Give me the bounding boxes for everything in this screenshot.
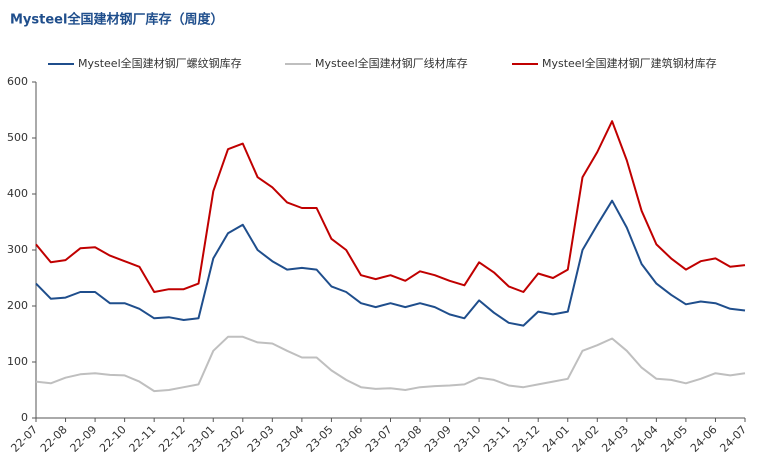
x-tick-label: 23-04 bbox=[274, 423, 306, 455]
x-tick-label: 22-07 bbox=[8, 423, 40, 455]
y-tick-label: 0 bbox=[21, 411, 28, 424]
legend-label: Mysteel全国建材钢厂建筑钢材库存 bbox=[542, 56, 717, 70]
legend-label: Mysteel全国建材钢厂线材库存 bbox=[315, 56, 468, 70]
legend-label: Mysteel全国建材钢厂螺纹钢库存 bbox=[78, 56, 242, 70]
x-tick-label: 23-10 bbox=[452, 423, 484, 455]
y-tick-label: 500 bbox=[7, 131, 28, 144]
x-tick-label: 24-04 bbox=[629, 423, 661, 455]
x-tick-label: 22-09 bbox=[68, 423, 100, 455]
x-tick-label: 23-09 bbox=[422, 423, 454, 455]
x-tick-label: 24-07 bbox=[717, 423, 749, 455]
x-tick-label: 22-10 bbox=[97, 423, 129, 455]
x-tick-label: 22-11 bbox=[127, 423, 159, 455]
y-tick-label: 300 bbox=[7, 243, 28, 256]
series-line bbox=[35, 120, 746, 293]
x-tick-label: 23-05 bbox=[304, 423, 336, 455]
x-tick-label: 23-12 bbox=[511, 423, 543, 455]
x-tick-label: 24-03 bbox=[599, 423, 631, 455]
x-tick-label: 24-01 bbox=[540, 423, 572, 455]
y-tick-label: 600 bbox=[7, 75, 28, 88]
x-tick-label: 23-11 bbox=[481, 423, 513, 455]
x-tick-label: 23-01 bbox=[186, 423, 218, 455]
chart-title: Mysteel全国建材钢厂库存（周度） bbox=[10, 12, 223, 28]
x-tick-label: 22-12 bbox=[156, 423, 188, 455]
x-tick-label: 23-03 bbox=[245, 423, 277, 455]
x-tick-label: 22-08 bbox=[38, 423, 70, 455]
x-tick-label: 23-07 bbox=[363, 423, 395, 455]
series-line bbox=[35, 335, 746, 393]
x-tick-label: 23-02 bbox=[215, 423, 247, 455]
x-tick-label: 23-06 bbox=[333, 423, 365, 455]
y-tick-label: 200 bbox=[7, 299, 28, 312]
y-tick-label: 100 bbox=[7, 355, 28, 368]
y-tick-label: 400 bbox=[7, 187, 28, 200]
x-tick-label: 24-06 bbox=[688, 423, 720, 455]
x-tick-label: 24-05 bbox=[658, 423, 690, 455]
series-line bbox=[35, 199, 746, 327]
x-tick-label: 23-08 bbox=[392, 423, 424, 455]
x-tick-label: 24-02 bbox=[570, 423, 602, 455]
